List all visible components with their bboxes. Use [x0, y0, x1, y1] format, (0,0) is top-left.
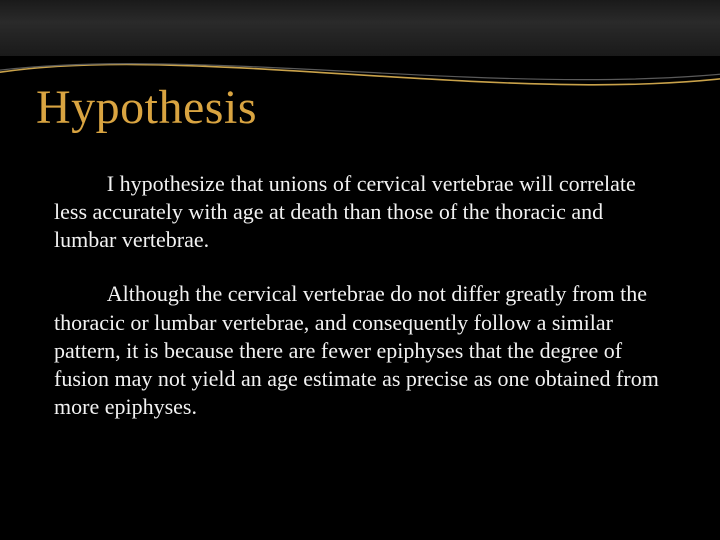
top-gradient-band: [0, 0, 720, 56]
body-text-area: I hypothesize that unions of cervical ve…: [54, 170, 666, 447]
swoosh-inner-line: [0, 64, 720, 80]
slide-title: Hypothesis: [36, 80, 257, 135]
paragraph-1: I hypothesize that unions of cervical ve…: [54, 170, 666, 254]
paragraph-2: Although the cervical vertebrae do not d…: [54, 280, 666, 421]
